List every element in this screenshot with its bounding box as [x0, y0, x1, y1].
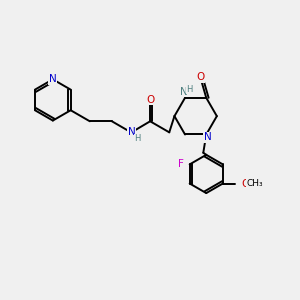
Text: O: O	[241, 178, 249, 188]
Text: N: N	[128, 127, 136, 137]
Text: H: H	[134, 134, 141, 143]
Text: CH₃: CH₃	[247, 179, 263, 188]
Text: N: N	[180, 87, 188, 97]
Text: H: H	[186, 85, 193, 94]
Text: N: N	[204, 132, 212, 142]
Text: N: N	[49, 74, 57, 84]
Text: O: O	[146, 95, 154, 105]
Text: F: F	[178, 159, 184, 170]
Text: O: O	[196, 72, 205, 82]
